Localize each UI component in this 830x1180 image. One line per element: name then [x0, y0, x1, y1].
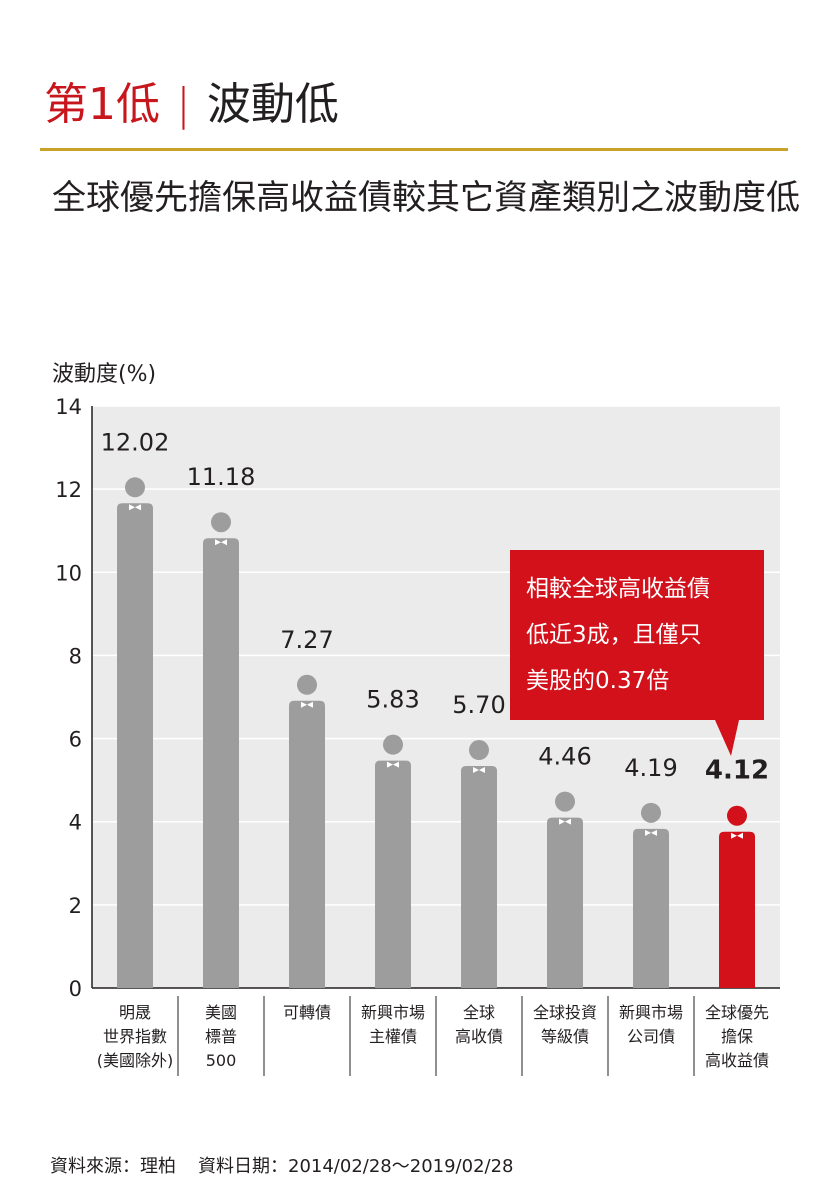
y-tick-label: 8 — [69, 644, 82, 668]
y-tick-label: 6 — [69, 728, 82, 752]
callout-text: 相較全球高收益債 — [526, 576, 710, 602]
bar-head — [469, 740, 489, 761]
bar-body — [461, 766, 497, 988]
bar-value-label: 4.46 — [538, 743, 591, 771]
y-tick-label: 10 — [55, 561, 82, 585]
x-tick-label: 高收債 — [455, 1027, 503, 1046]
bowtie-mark — [559, 818, 571, 825]
callout-box — [510, 550, 764, 756]
bar-head — [727, 805, 747, 826]
source-date: 資料日期：2014/02/28～2019/02/28 — [198, 1156, 514, 1177]
bar-head — [555, 791, 575, 812]
x-tick-label: 主權債 — [369, 1027, 417, 1046]
bowtie-mark — [301, 701, 313, 708]
y-tick-label: 0 — [69, 977, 82, 1001]
x-tick-label: 全球投資 — [533, 1003, 597, 1022]
bar-body — [633, 828, 669, 988]
bar-value-label: 5.83 — [366, 686, 419, 714]
page-header: 第1低 | 波動低 — [44, 70, 339, 140]
bar-head — [297, 674, 317, 695]
bar-head — [125, 477, 145, 498]
x-tick-label: 可轉債 — [283, 1003, 331, 1022]
bar-value-label: 7.27 — [280, 626, 333, 654]
y-tick-label: 2 — [69, 894, 82, 918]
y-axis-label: 波動度(%) — [52, 362, 157, 387]
y-tick-label: 4 — [69, 811, 82, 835]
bar-value-label: 5.70 — [452, 691, 505, 719]
bowtie-mark — [129, 504, 141, 511]
x-tick-label: (美國除外) — [97, 1051, 174, 1070]
bowtie-mark — [473, 767, 485, 774]
x-tick-label: 等級債 — [541, 1027, 589, 1046]
bowtie-mark — [387, 761, 399, 768]
bar-head — [641, 802, 661, 823]
x-tick-label: 全球優先 — [705, 1003, 769, 1022]
header-divider — [40, 148, 788, 151]
x-tick-label: 全球 — [463, 1003, 495, 1022]
x-tick-label: 新興市場 — [619, 1003, 683, 1022]
y-tick-label: 14 — [55, 395, 82, 419]
bar-value-label: 12.02 — [101, 428, 170, 456]
rank-label: 第1低 — [44, 79, 160, 130]
bar-body — [289, 700, 325, 988]
y-tick-label: 12 — [55, 478, 82, 502]
header-separator: | — [176, 79, 191, 130]
bar-head — [211, 512, 231, 533]
header-title: 波動低 — [206, 79, 339, 130]
source-footer: 資料來源：理柏 資料日期：2014/02/28～2019/02/28 — [50, 1152, 514, 1178]
callout-text: 美股的0.37倍 — [526, 668, 669, 694]
bar-head — [383, 734, 403, 755]
x-tick-label: 新興市場 — [361, 1003, 425, 1022]
bar-body — [375, 760, 411, 988]
x-tick-label: 高收益債 — [705, 1051, 769, 1070]
bowtie-mark — [645, 829, 657, 836]
bowtie-mark — [731, 832, 743, 839]
x-tick-label: 標普 — [205, 1027, 237, 1046]
source-origin: 資料來源：理柏 — [50, 1156, 176, 1177]
x-tick-label: 擔保 — [721, 1027, 753, 1046]
page-subtitle: 全球優先擔保高收益債較其它資產類別之波動度低 — [52, 178, 800, 218]
callout-text: 低近3成，且僅只 — [526, 622, 702, 648]
bar-body — [547, 817, 583, 988]
x-tick-label: 明晟 — [119, 1003, 151, 1022]
bar-value-label: 11.18 — [187, 463, 256, 491]
x-tick-label: 美國 — [205, 1003, 237, 1022]
bar-value-label: 4.19 — [624, 754, 677, 782]
bar-body — [203, 538, 239, 988]
bar-value-label: 4.12 — [705, 756, 769, 786]
x-tick-label: 公司債 — [627, 1027, 675, 1046]
x-tick-label: 500 — [206, 1051, 237, 1070]
bar-body — [117, 503, 153, 988]
bowtie-mark — [215, 539, 227, 546]
bar-body — [719, 831, 755, 988]
x-tick-label: 世界指數 — [103, 1027, 167, 1046]
